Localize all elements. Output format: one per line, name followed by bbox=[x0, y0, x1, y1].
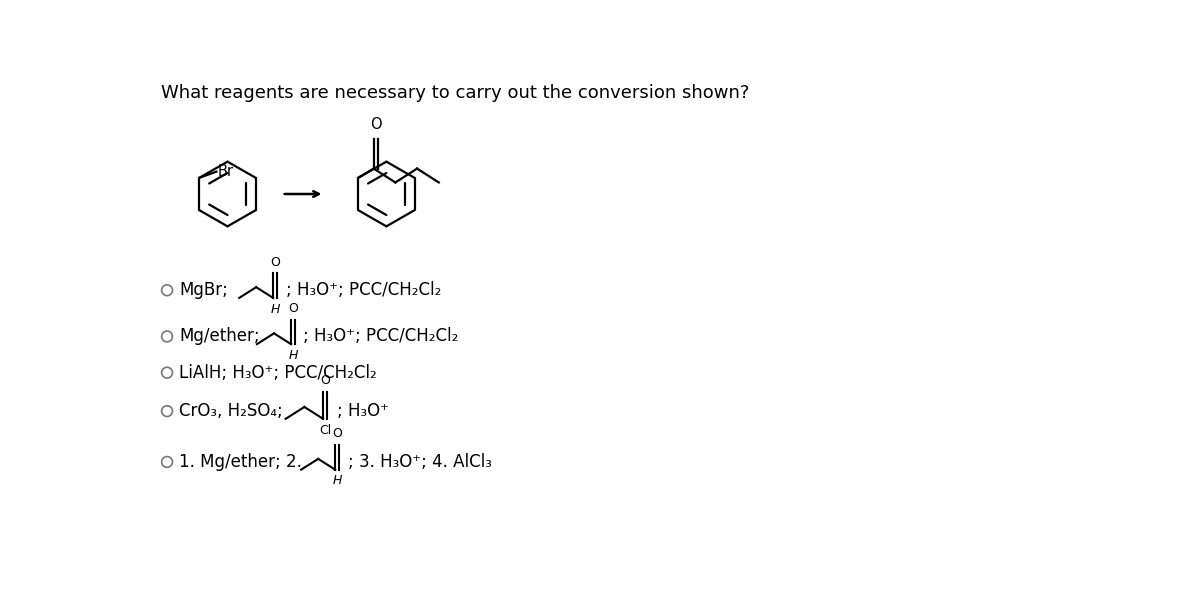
Text: O: O bbox=[320, 373, 330, 386]
Text: H: H bbox=[288, 349, 298, 362]
Text: O: O bbox=[332, 427, 342, 440]
Text: O: O bbox=[270, 255, 280, 268]
Text: ; H₃O⁺; PCC/CH₂Cl₂: ; H₃O⁺; PCC/CH₂Cl₂ bbox=[286, 281, 442, 299]
Text: What reagents are necessary to carry out the conversion shown?: What reagents are necessary to carry out… bbox=[161, 84, 749, 102]
Text: 1. Mg/ether; 2.: 1. Mg/ether; 2. bbox=[180, 453, 302, 471]
Text: O: O bbox=[370, 117, 382, 132]
Text: O: O bbox=[288, 302, 298, 315]
Text: ; 3. H₃O⁺; 4. AlCl₃: ; 3. H₃O⁺; 4. AlCl₃ bbox=[348, 453, 492, 471]
Text: Br: Br bbox=[218, 164, 234, 179]
Text: MgBr;: MgBr; bbox=[180, 281, 228, 299]
Text: ; H₃O⁺; PCC/CH₂Cl₂: ; H₃O⁺; PCC/CH₂Cl₂ bbox=[304, 327, 458, 346]
Text: Cl: Cl bbox=[319, 424, 331, 437]
Text: CrO₃, H₂SO₄;: CrO₃, H₂SO₄; bbox=[180, 402, 283, 420]
Text: ; H₃O⁺: ; H₃O⁺ bbox=[337, 402, 389, 420]
Text: LiAlH; H₃O⁺; PCC/CH₂Cl₂: LiAlH; H₃O⁺; PCC/CH₂Cl₂ bbox=[180, 363, 377, 382]
Text: Mg/ether;: Mg/ether; bbox=[180, 327, 260, 346]
Text: H: H bbox=[332, 474, 342, 487]
Text: H: H bbox=[270, 303, 280, 316]
